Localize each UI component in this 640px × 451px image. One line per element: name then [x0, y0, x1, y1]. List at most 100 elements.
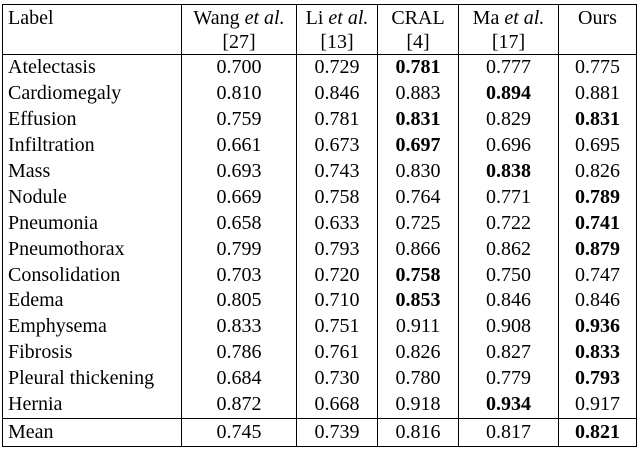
value-cell-best: 0.831: [558, 106, 637, 133]
value-cell: 0.786: [181, 340, 297, 367]
value-cell: 0.658: [181, 210, 297, 237]
value-cell: 0.750: [458, 262, 559, 289]
value-cell-best: 0.789: [558, 184, 637, 211]
value-cell-best: 0.697: [377, 132, 459, 159]
value-cell: 0.696: [458, 132, 559, 159]
value-cell: 0.739: [296, 418, 378, 447]
results-table: Label Wang et al. [27] Li et al. [13] CRAL [4…: [2, 4, 637, 448]
row-label: Effusion: [8, 107, 77, 130]
row-label: Atelectasis: [8, 56, 96, 78]
value-cell: 0.775: [558, 54, 637, 81]
table-body: Atelectasis 0.700 0.729 0.781 0.777 0.775 Card…: [3, 54, 637, 419]
row-label: Mean: [2, 418, 182, 447]
column-header-method: Ours: [558, 4, 637, 55]
value-cell: 0.826: [558, 158, 637, 185]
value-cell-best: 0.758: [377, 262, 459, 289]
row-label: Cardiomegaly: [8, 81, 122, 104]
method-etal: et al.: [239, 7, 285, 29]
table-header: Label Wang et al. [27] Li et al. [13] CRAL [4…: [2, 4, 637, 55]
value-cell: 0.729: [296, 54, 378, 81]
table-row: Effusion 0.759 0.781 0.831 0.829 0.831: [3, 106, 637, 133]
value-cell-best: 0.781: [377, 54, 459, 81]
value-cell: 0.826: [377, 340, 459, 367]
value-cell: 0.761: [296, 340, 378, 367]
value-cell: 0.883: [377, 80, 459, 107]
value-cell: 0.805: [181, 288, 297, 315]
method-etal: et al.: [323, 7, 369, 29]
method-ref: [27]: [222, 31, 256, 53]
table-row: Mean 0.745 0.739 0.816 0.817 0.821: [2, 418, 637, 447]
value-cell: 0.743: [296, 158, 378, 185]
value-cell: 0.866: [377, 236, 459, 263]
row-label: Pneumothorax: [8, 237, 125, 260]
value-cell: 0.817: [458, 418, 559, 447]
table-row: Emphysema 0.833 0.751 0.911 0.908 0.936: [3, 314, 637, 341]
value-cell: 0.827: [458, 340, 559, 367]
value-cell: 0.693: [181, 158, 297, 185]
row-label: Infiltration: [8, 133, 95, 156]
value-cell: 0.781: [296, 106, 378, 133]
method-name: Wang et al.: [193, 7, 285, 29]
value-cell: 0.846: [558, 288, 637, 315]
value-cell: 0.720: [296, 262, 378, 289]
row-label: Edema: [8, 289, 64, 312]
header-row: Label Wang et al. [27] Li et al. [13] CRAL [4…: [2, 4, 637, 55]
table-row: Hernia 0.872 0.668 0.918 0.934 0.917: [3, 392, 637, 419]
value-cell-best: 0.831: [377, 106, 459, 133]
value-cell-best: 0.936: [558, 314, 637, 341]
column-header-method: Li et al. [13]: [296, 4, 378, 55]
value-cell-best: 0.833: [558, 340, 637, 367]
value-cell: 0.764: [377, 184, 459, 211]
row-label: Nodule: [8, 185, 67, 208]
column-header-method: Ma et al. [17]: [458, 4, 559, 55]
value-cell: 0.908: [458, 314, 559, 341]
value-cell-best: 0.838: [458, 158, 559, 185]
value-cell-best: 0.894: [458, 80, 559, 107]
value-cell: 0.829: [458, 106, 559, 133]
value-cell: 0.833: [181, 314, 297, 341]
table-row: Consolidation 0.703 0.720 0.758 0.750 0.747: [3, 262, 637, 289]
table-row: Atelectasis 0.700 0.729 0.781 0.777 0.775: [3, 54, 637, 81]
row-label: Consolidation: [8, 263, 121, 286]
column-header-label: Label: [2, 4, 182, 55]
value-cell: 0.872: [181, 392, 297, 419]
column-header-method: CRAL [4]: [377, 4, 459, 55]
row-label: Pleural thickening: [8, 367, 155, 390]
value-cell: 0.917: [558, 392, 637, 419]
value-cell-best: 0.821: [558, 418, 637, 447]
row-label: Pneumonia: [8, 211, 98, 234]
value-cell: 0.661: [181, 132, 297, 159]
value-cell: 0.780: [377, 366, 459, 393]
value-cell: 0.703: [181, 262, 297, 289]
value-cell: 0.759: [181, 106, 297, 133]
value-cell: 0.747: [558, 262, 637, 289]
value-cell: 0.669: [181, 184, 297, 211]
value-cell: 0.918: [377, 392, 459, 419]
value-cell: 0.779: [458, 366, 559, 393]
method-ref: [4]: [406, 31, 430, 53]
value-cell: 0.673: [296, 132, 378, 159]
value-cell-best: 0.879: [558, 236, 637, 263]
value-cell: 0.799: [181, 236, 297, 263]
table-row: Pneumonia 0.658 0.633 0.725 0.722 0.741: [3, 210, 637, 237]
table-row: Mass 0.693 0.743 0.830 0.838 0.826: [3, 158, 637, 185]
value-cell: 0.730: [296, 366, 378, 393]
value-cell-best: 0.934: [458, 392, 559, 419]
table-row: Nodule 0.669 0.758 0.764 0.771 0.789: [3, 184, 637, 211]
value-cell: 0.881: [558, 80, 637, 107]
method-name: CRAL: [391, 7, 445, 29]
value-cell: 0.771: [458, 184, 559, 211]
value-cell: 0.710: [296, 288, 378, 315]
value-cell-best: 0.741: [558, 210, 637, 237]
table-row: Pneumothorax 0.799 0.793 0.866 0.862 0.879: [3, 236, 637, 263]
method-name: Li et al.: [305, 7, 369, 29]
table-row: Edema 0.805 0.710 0.853 0.846 0.846: [3, 288, 637, 315]
value-cell: 0.777: [458, 54, 559, 81]
value-cell: 0.911: [377, 314, 459, 341]
value-cell: 0.695: [558, 132, 637, 159]
value-cell: 0.793: [296, 236, 378, 263]
value-cell: 0.633: [296, 210, 378, 237]
method-ref: [13]: [320, 31, 354, 53]
value-cell: 0.810: [181, 80, 297, 107]
table-footer: Mean 0.745 0.739 0.816 0.817 0.821: [2, 418, 637, 447]
